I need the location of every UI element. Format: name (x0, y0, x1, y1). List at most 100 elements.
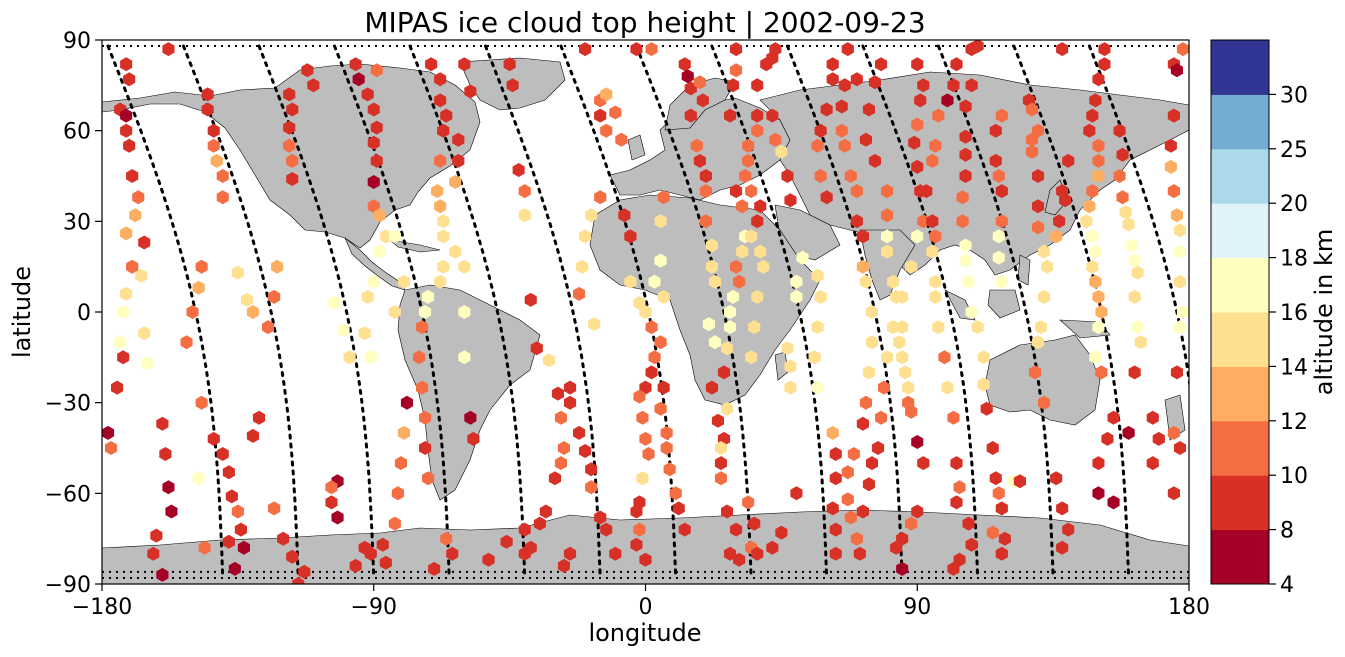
cloud-point (1053, 214, 1066, 229)
cloud-point (699, 184, 712, 199)
cloud-point (850, 72, 863, 87)
cloud-point (1086, 108, 1099, 123)
x-tick-label: 0 (639, 595, 653, 620)
cloud-point (648, 274, 661, 289)
cloud-point (995, 184, 1008, 199)
cloud-point (850, 214, 863, 229)
cloud-point (911, 117, 924, 132)
cloud-point (234, 522, 247, 537)
cloud-point (1038, 395, 1051, 410)
cloud-point (111, 380, 124, 395)
cloud-point (862, 477, 875, 492)
cloud-point (639, 552, 652, 567)
cloud-point (518, 184, 531, 199)
cloud-point (727, 78, 740, 93)
cloud-point (231, 504, 244, 519)
cloud-point (467, 431, 480, 446)
cloud-point (1164, 138, 1177, 153)
cloud-point (959, 238, 972, 253)
cloud-point (784, 380, 797, 395)
cloud-point (950, 495, 963, 510)
cloud-point (995, 214, 1008, 229)
cloud-point (388, 229, 401, 244)
cloud-point (663, 462, 676, 477)
cloud-point (751, 546, 764, 561)
cloud-point (633, 389, 646, 404)
cloud-point (413, 350, 426, 365)
cloud-point (748, 516, 761, 531)
cloud-point (917, 456, 930, 471)
cloud-point (1086, 229, 1099, 244)
cloud-point (757, 259, 770, 274)
cloud-point (820, 190, 833, 205)
cloud-point (518, 546, 531, 561)
cloud-point (364, 350, 377, 365)
cloud-point (902, 395, 915, 410)
cloud-point (376, 537, 389, 552)
cloud-point (699, 169, 712, 183)
cloud-point (784, 193, 797, 208)
cloud-point (796, 250, 809, 265)
cloud-point (117, 350, 130, 365)
cloud-point (811, 380, 824, 395)
cloud-point (449, 175, 462, 189)
cloud-point (657, 190, 670, 205)
cloud-point (654, 335, 667, 350)
cloud-point-layer (102, 40, 1189, 584)
cloud-point (120, 123, 133, 138)
colorbar-segment (1211, 475, 1269, 531)
y-axis-label: latitude (8, 266, 36, 358)
cloud-point (959, 253, 972, 268)
cloud-point (579, 444, 592, 458)
cloud-point (896, 561, 909, 576)
cloud-point (216, 190, 229, 205)
cloud-point (739, 169, 752, 183)
land-antarctica (102, 509, 1189, 584)
cloud-point (458, 305, 471, 319)
cloud-point (714, 471, 727, 486)
cloud-point (953, 480, 966, 495)
cloud-point (1032, 220, 1045, 235)
cloud-point (962, 516, 975, 531)
cloud-point (1059, 193, 1072, 208)
cloud-point (201, 87, 214, 102)
cloud-point (422, 471, 435, 486)
x-axis-label: longitude (588, 619, 701, 647)
cloud-point (554, 410, 567, 425)
cloud-point (932, 108, 945, 123)
cloud-point (210, 153, 223, 168)
cloud-point (397, 425, 410, 440)
cloud-point (896, 350, 909, 365)
cloud-point (672, 501, 685, 516)
cloud-point (162, 42, 175, 57)
y-tick-label: 90 (63, 29, 91, 54)
cloud-point (908, 135, 921, 150)
cloud-point (440, 531, 453, 546)
cloud-point (114, 335, 127, 350)
cloud-point (736, 244, 749, 259)
cloud-point (277, 531, 290, 546)
cloud-point (1131, 265, 1144, 280)
cloud-point (965, 78, 978, 93)
cloud-point (1173, 320, 1186, 335)
cloud-point (781, 341, 794, 356)
cloud-point (938, 350, 951, 365)
cloud-point (600, 522, 613, 537)
cloud-point (539, 504, 552, 519)
cloud-point (1092, 169, 1105, 183)
cloud-point (645, 42, 658, 57)
cloud-point (192, 471, 205, 486)
cloud-point (428, 561, 441, 576)
cloud-point (216, 169, 229, 183)
cloud-point (1173, 274, 1186, 289)
cloud-point (452, 153, 465, 168)
cloud-point (893, 335, 906, 350)
cloud-point (367, 102, 380, 117)
cloud-point (721, 504, 734, 519)
cloud-point (956, 214, 969, 229)
cloud-point (1025, 102, 1039, 117)
cloud-point (564, 546, 577, 561)
cloud-point (557, 441, 570, 455)
cloud-point (286, 153, 299, 168)
